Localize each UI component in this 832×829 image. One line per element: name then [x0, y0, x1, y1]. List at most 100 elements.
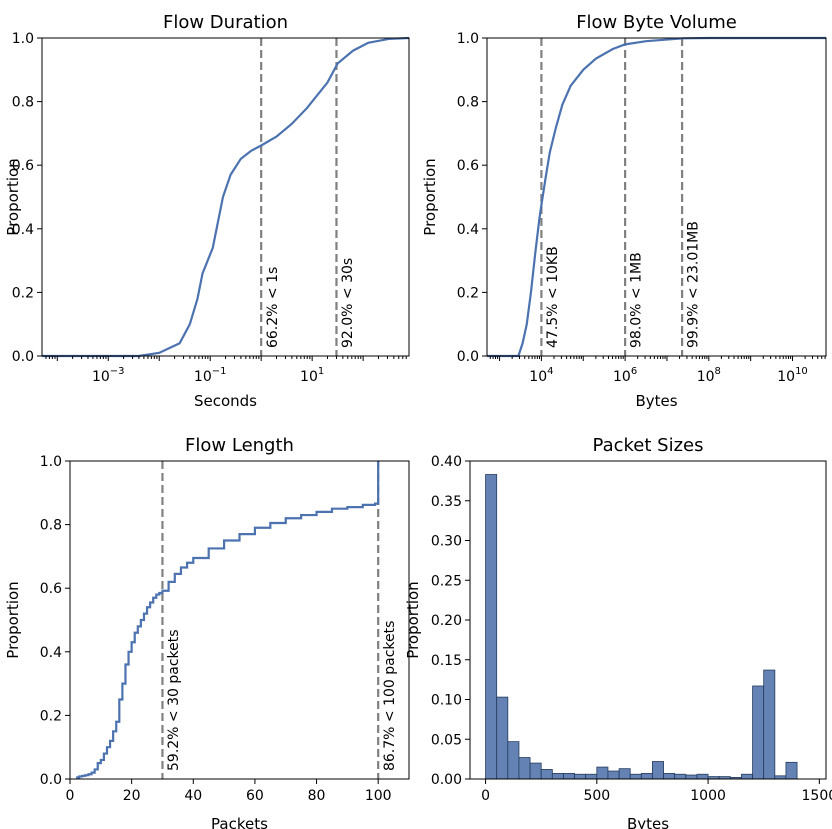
histogram-bar — [496, 696, 509, 780]
histogram-bar — [696, 773, 709, 780]
y-axis-label: Proportion — [4, 158, 22, 235]
y-tick-label: 0.2 — [457, 285, 479, 301]
x-tick-label: 100 — [365, 788, 392, 804]
y-tick-label: 0.0 — [457, 349, 479, 365]
x-tick-label: 20 — [123, 788, 141, 804]
histogram-bar — [529, 762, 542, 780]
histogram-bar — [574, 773, 587, 780]
chart-flow-duration: 66.2% < 1s 92.0% < 30s 0.0 0.2 0.4 0.6 0.8 1.0 1… — [4, 12, 410, 410]
x-tick-exponent: 4 — [547, 366, 553, 377]
cdf-curve — [487, 36, 826, 358]
y-axis-label: Proportion — [404, 581, 422, 658]
y-tick-label: 0.6 — [12, 158, 34, 174]
histogram-bar — [551, 773, 564, 780]
x-axis-label: Bytes — [627, 815, 669, 829]
x-tick-label: 1000 — [690, 788, 726, 804]
histogram-bar — [485, 474, 498, 780]
x-tick-base: 10 — [697, 369, 715, 385]
histogram-bar — [752, 685, 765, 780]
y-tick-label: 1.0 — [457, 31, 479, 47]
x-tick-exponent: 8 — [715, 366, 721, 377]
x-tick-base: 10 — [300, 369, 318, 385]
x-tick-base: 10 — [529, 369, 547, 385]
chart-title: Flow Length — [185, 435, 294, 456]
reference-line-label: 66.2% < 1s — [265, 267, 281, 348]
y-axis-label: Proportion — [4, 581, 22, 658]
x-tick-label: 80 — [308, 788, 326, 804]
y-tick-label: 0.2 — [12, 285, 34, 301]
y-tick-label: 0.10 — [431, 693, 462, 709]
y-tick-label: 0.4 — [12, 222, 34, 238]
y-tick-label: 1.0 — [40, 454, 62, 470]
x-tick-label: 500 — [583, 788, 610, 804]
histogram-bar — [640, 773, 653, 780]
y-tick-label: 0.8 — [12, 95, 34, 111]
histogram-bar — [763, 669, 776, 780]
x-tick-label: 106 — [613, 366, 637, 385]
cdf-curve — [42, 36, 410, 358]
x-tick-label: 0 — [481, 788, 490, 804]
x-tick-base: 10 — [194, 369, 212, 385]
x-axis-label: Seconds — [194, 392, 257, 410]
chart-title: Packet Sizes — [593, 435, 704, 456]
histogram-bar — [674, 773, 687, 780]
x-axis-label: Bytes — [635, 392, 677, 410]
x-tick-exponent: 6 — [631, 366, 637, 377]
reference-line-label: 59.2% < 30 packets — [166, 629, 182, 771]
x-tick-label: 10−3 — [92, 366, 125, 385]
x-tick-label: 1010 — [777, 366, 808, 385]
histogram-bar — [785, 761, 798, 780]
histogram-bar — [507, 741, 520, 780]
y-tick-label: 0.25 — [431, 573, 462, 589]
x-tick-label: 101 — [300, 366, 324, 385]
y-tick-label: 0.8 — [40, 518, 62, 534]
histogram-bar — [618, 768, 631, 780]
y-tick-label: 0.2 — [40, 708, 62, 724]
histogram-bar — [652, 761, 664, 780]
y-tick-label: 0.15 — [431, 653, 462, 669]
y-tick-label: 0.6 — [457, 158, 479, 174]
chart-title: Flow Duration — [163, 12, 288, 33]
x-tick-label: 108 — [697, 366, 721, 385]
histogram-bar — [741, 773, 753, 780]
chart-flow-byte-volume: 47.5% < 10KB 98.0% < 1MB 99.9% < 23.01MB 0.… — [421, 12, 827, 410]
x-axis-label: Packets — [211, 815, 268, 829]
y-tick-label: 0.05 — [431, 732, 462, 748]
x-tick-exponent: −3 — [110, 366, 125, 377]
x-tick-base: 10 — [92, 369, 110, 385]
reference-line-label: 86.7% < 100 packets — [382, 621, 398, 771]
histogram-bar — [663, 773, 676, 780]
histogram-bar — [540, 769, 553, 780]
reference-line-label: 99.9% < 23.01MB — [686, 221, 702, 348]
histogram-bar — [607, 770, 620, 780]
x-tick-base: 10 — [777, 369, 795, 385]
x-tick-label: 10−1 — [194, 366, 227, 385]
chart-title: Flow Byte Volume — [576, 12, 737, 33]
y-tick-label: 0.30 — [431, 534, 462, 550]
reference-line-label: 92.0% < 30s — [340, 258, 356, 348]
y-tick-label: 0.6 — [40, 581, 62, 597]
x-tick-exponent: 10 — [795, 366, 808, 377]
histogram-bar — [685, 774, 698, 780]
chart-packet-sizes: 0.00 0.05 0.10 0.15 0.20 0.25 0.30 0.35 0.40 0 500… — [404, 435, 832, 829]
histogram-bar — [563, 773, 575, 780]
x-tick-label: 0 — [66, 788, 75, 804]
x-tick-label: 104 — [529, 366, 553, 385]
histogram-bar — [518, 757, 531, 780]
plot-frame — [69, 460, 410, 780]
y-axis-label: Proportion — [421, 158, 439, 235]
y-tick-label: 0.4 — [40, 645, 62, 661]
histogram-bar — [629, 773, 642, 780]
cdf-curve — [76, 461, 380, 779]
x-tick-exponent: −1 — [212, 366, 227, 377]
y-tick-label: 0.35 — [431, 494, 462, 510]
y-tick-label: 1.0 — [12, 31, 34, 47]
y-tick-label: 0.0 — [40, 772, 62, 788]
y-tick-label: 0.0 — [12, 349, 34, 365]
x-tick-label: 60 — [246, 788, 264, 804]
x-tick-exponent: 1 — [318, 366, 324, 377]
reference-line-label: 47.5% < 10KB — [545, 246, 561, 348]
y-tick-label: 0.8 — [457, 95, 479, 111]
plot-frame — [486, 37, 827, 357]
